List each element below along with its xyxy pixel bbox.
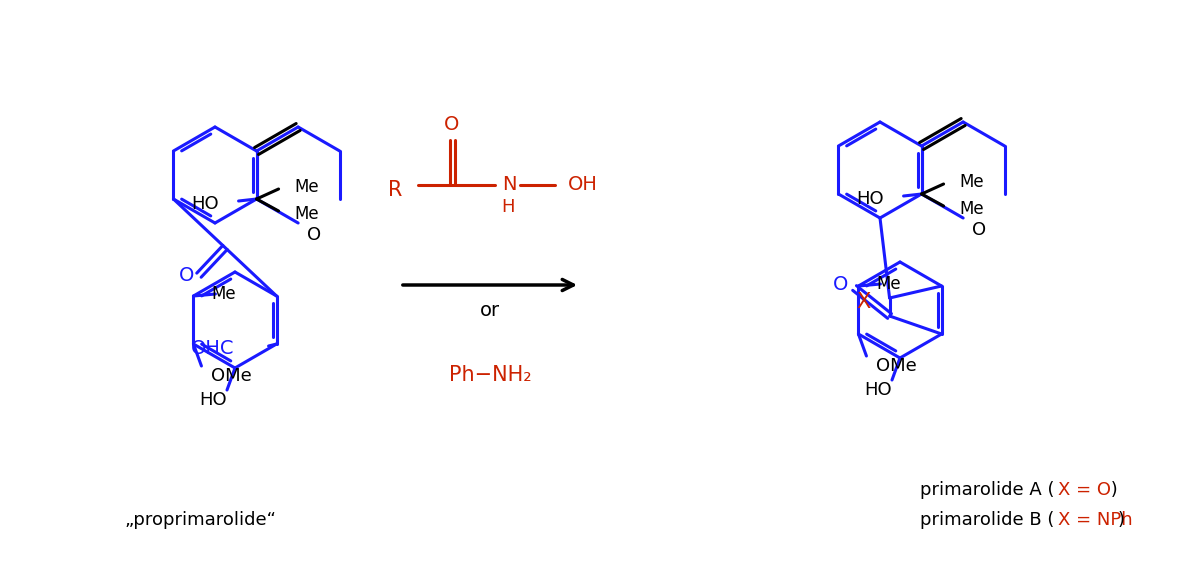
Text: Me: Me — [876, 275, 901, 293]
Text: „proprimarolide“: „proprimarolide“ — [124, 511, 276, 529]
Text: O: O — [972, 221, 986, 239]
Text: ): ) — [1105, 481, 1117, 499]
Text: X: X — [857, 292, 871, 312]
Text: Me: Me — [294, 205, 319, 223]
Text: N: N — [502, 176, 516, 195]
Text: Me: Me — [960, 200, 984, 218]
Text: primarolide A (: primarolide A ( — [920, 481, 1055, 499]
Text: O: O — [833, 275, 848, 294]
Text: primarolide B (: primarolide B ( — [920, 511, 1055, 529]
Text: Ph−NH₂: Ph−NH₂ — [449, 365, 532, 385]
Text: O: O — [307, 226, 322, 244]
Text: OHC: OHC — [191, 339, 234, 358]
Text: O: O — [179, 266, 194, 285]
Text: OMe: OMe — [211, 367, 252, 385]
Text: HO: HO — [191, 195, 218, 213]
Text: ): ) — [1118, 511, 1126, 529]
Text: X = O: X = O — [1058, 481, 1111, 499]
Text: Me: Me — [960, 173, 984, 191]
Text: H: H — [502, 198, 515, 216]
Text: O: O — [444, 116, 460, 135]
Text: OH: OH — [568, 176, 598, 195]
Text: OMe: OMe — [876, 357, 917, 375]
Text: HO: HO — [864, 381, 892, 399]
Text: HO: HO — [856, 190, 883, 208]
Text: R: R — [388, 180, 402, 200]
Text: Me: Me — [294, 178, 319, 196]
Text: HO: HO — [199, 391, 227, 409]
Text: X = NPh: X = NPh — [1058, 511, 1133, 529]
Text: or: or — [480, 301, 500, 320]
Text: Me: Me — [211, 285, 235, 303]
